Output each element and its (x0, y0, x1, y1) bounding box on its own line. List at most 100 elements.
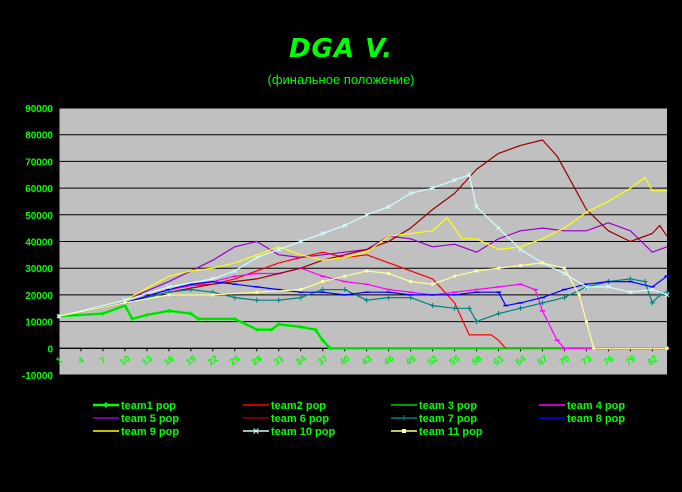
x-tick-label: 49 (404, 353, 418, 367)
data-point (606, 284, 611, 290)
legend-label: team1 pop (121, 400, 176, 412)
data-point (466, 305, 472, 311)
data-point (584, 320, 588, 324)
x-tick-label: 40 (338, 353, 352, 367)
data-point (210, 276, 216, 282)
legend-label: team 8 pop (567, 413, 625, 425)
data-point (386, 204, 391, 210)
x-axis: 1 4 7 10 13 16 19 22 25 28 31 34 37 40 43 46 49 52 55 58 61 6… (54, 348, 659, 367)
legend-item: team 8 pop (539, 413, 625, 425)
y-tick-label: 70000 (25, 157, 53, 168)
x-tick-label: 76 (601, 353, 615, 367)
legend-item: team 7 pop (391, 413, 477, 425)
data-point (517, 305, 523, 311)
legend-item: team 6 pop (243, 413, 329, 425)
data-point (642, 279, 648, 285)
x-tick-label: 13 (140, 353, 154, 367)
data-point (254, 255, 260, 260)
legend-item: team1 pop (93, 400, 176, 412)
data-point (232, 295, 238, 301)
data-point (167, 293, 171, 297)
series-line-team-3-pop (58, 305, 667, 349)
y-axis: 90000 80000 70000 60000 50000 40000 30000 20000… (22, 104, 60, 382)
data-point (298, 239, 304, 244)
data-point (452, 177, 457, 183)
x-tick-label: 1 (54, 355, 64, 366)
data-point (627, 276, 633, 282)
legend-item: team 5 pop (93, 413, 179, 425)
legend-label: team 5 pop (121, 413, 179, 425)
y-tick-label: 20000 (25, 291, 53, 302)
data-point (320, 231, 326, 236)
legend-label: team 10 pop (271, 426, 335, 438)
data-point (474, 319, 480, 325)
data-point (188, 287, 194, 293)
legend-item: team 3 pop (391, 400, 477, 412)
data-point (561, 295, 567, 301)
data-point (298, 295, 304, 301)
data-point (299, 288, 303, 292)
data-point (466, 172, 472, 178)
chart-subtitle: (финальное положение) (267, 72, 415, 87)
x-tick-label: 43 (360, 353, 374, 367)
y-tick-label: 50000 (25, 211, 53, 222)
legend-item: team 9 pop (93, 426, 179, 438)
data-point (255, 290, 259, 294)
data-point (430, 185, 435, 191)
series-lines (56, 139, 670, 351)
data-point (452, 305, 458, 311)
data-point (431, 282, 435, 286)
x-tick-label: 16 (162, 353, 176, 367)
series-line-team-10-pop (58, 174, 668, 317)
y-tick-label: 60000 (25, 184, 53, 195)
x-tick-label: 46 (382, 353, 396, 367)
data-point (649, 287, 655, 292)
data-point (254, 297, 260, 303)
legend-marker (103, 402, 109, 408)
data-point (342, 287, 348, 293)
y-tick-label: 90000 (25, 104, 53, 115)
x-tick-label: 10 (118, 353, 132, 367)
data-point (57, 314, 61, 318)
x-tick-label: 73 (579, 353, 593, 367)
legend-label: team2 pop (271, 400, 326, 412)
y-tick-label: 30000 (25, 264, 53, 275)
legend-label: team 3 pop (419, 400, 477, 412)
legend-label: team 9 pop (121, 426, 179, 438)
data-point (430, 303, 436, 309)
data-point (386, 295, 392, 301)
x-tick-label: 19 (184, 353, 198, 367)
series-line-team-5-pop (58, 222, 668, 317)
data-point (364, 212, 370, 218)
x-tick-label: 79 (623, 353, 637, 367)
data-point (665, 346, 669, 350)
data-point (562, 271, 567, 276)
x-tick-label: 31 (272, 353, 286, 367)
x-tick-label: 52 (426, 353, 440, 367)
data-point (409, 280, 413, 284)
x-tick-label: 55 (448, 353, 462, 367)
data-point (577, 293, 581, 297)
data-point (453, 274, 457, 278)
data-point (562, 266, 566, 270)
legend-label: team 7 pop (419, 413, 477, 425)
data-point (232, 268, 238, 274)
x-tick-label: 28 (250, 353, 264, 367)
y-tick-label: 80000 (25, 131, 53, 142)
data-point (518, 264, 522, 268)
data-point (628, 289, 633, 295)
series-line-team-11-pop (58, 262, 667, 349)
legend-item: team2 pop (243, 400, 326, 412)
data-point (166, 284, 172, 290)
y-tick-label: -10000 (22, 371, 54, 382)
x-tick-label: 61 (492, 353, 506, 367)
data-point (320, 287, 326, 293)
data-point (540, 261, 544, 265)
data-point (497, 266, 501, 270)
data-point (592, 346, 596, 350)
data-point (664, 289, 670, 295)
y-tick-label: 0 (47, 344, 53, 355)
x-tick-label: 34 (294, 353, 308, 367)
data-point (664, 292, 670, 298)
legend-marker (253, 428, 259, 434)
